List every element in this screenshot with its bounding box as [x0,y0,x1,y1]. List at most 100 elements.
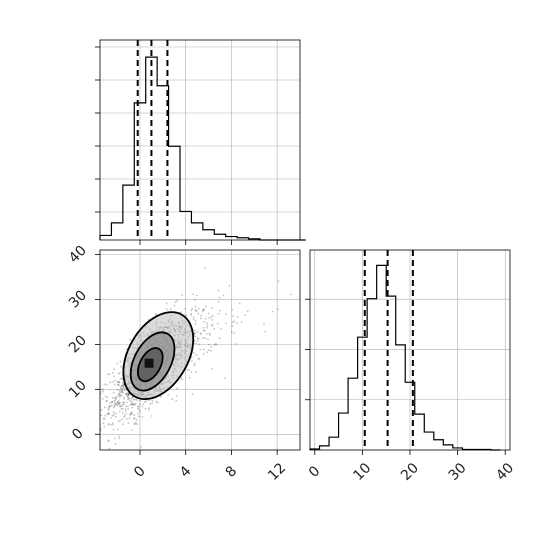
scatter-point [116,403,119,406]
scatter-point [176,299,178,302]
scatter-point [111,401,114,403]
scatter-point [122,423,124,426]
scatter-point [191,308,194,310]
scatter-point [121,405,123,408]
scatter-point [101,389,103,391]
scatter-point [154,312,157,315]
scatter-point [211,323,214,326]
scatter-point [233,332,236,334]
scatter-point [117,380,120,383]
scatter-point [209,333,211,336]
scatter-point [102,417,105,420]
scatter-point [208,317,210,319]
scatter-point [195,310,197,312]
scatter-point [211,314,214,317]
scatter-point [120,385,123,387]
scatter-point [169,308,172,311]
histogram-x-quantile-lines [136,40,169,240]
scatter-point [165,302,168,305]
scatter-point [131,396,134,399]
scatter-point [180,311,182,314]
scatter-point [277,308,279,310]
scatter-point [235,322,238,324]
scatter-point [225,322,227,325]
scatter-point [142,403,145,406]
scatter-point [117,401,119,403]
scatter-point [193,362,196,365]
scatter-point [121,391,123,394]
scatter-point [122,412,124,414]
scatter-point [203,309,205,311]
scatter-point [149,403,152,405]
scatter-point [197,340,199,342]
scatter-point [120,390,123,393]
scatter-point [117,384,120,386]
scatter-point [121,381,124,384]
scatter-point [119,401,121,404]
scatter-point [240,321,243,323]
scatter-point [211,324,213,327]
scatter-point [127,422,130,424]
histogram-x-frame [99,39,301,241]
scatter-point [118,381,120,383]
scatter-point [195,309,198,312]
scatter-point [110,404,113,407]
scatter-point [217,289,220,292]
scatter-point [116,401,119,403]
scatter-point [120,404,123,407]
scatter-point [124,389,126,392]
scatter-point [192,293,195,296]
scatter-point [213,327,216,330]
scatter-point [196,338,199,340]
scatter-point [135,419,138,421]
scatter-point [112,380,114,383]
scatter-point [128,397,130,400]
scatter-point [206,322,208,325]
scatter-point [220,328,222,330]
scatter-point [127,395,129,398]
scatter-point [215,343,218,346]
scatter-point [118,372,121,375]
scatter-point [108,412,111,415]
scatter-point [115,395,118,398]
scatter-point [141,405,144,408]
scatter-point [118,405,121,407]
scatter-point [217,312,220,315]
scatter-point [231,325,234,327]
scatter-point [114,400,116,403]
scatter-point [210,345,213,348]
scatter-point [210,316,213,319]
scatter-point [190,312,193,315]
scatter-point [121,389,124,392]
scatter-point [124,414,126,417]
scatter-point [264,330,266,333]
scatter-point [141,416,144,418]
scatter-point [207,338,209,340]
scatter-point [108,404,111,407]
scatter-point [218,309,221,312]
scatter-point [108,406,110,408]
scatter-point [105,383,108,386]
scatter-point [206,326,208,329]
scatter-point [131,396,134,399]
scatter-point [214,343,217,345]
scatter-contours [122,311,195,401]
scatter-point [196,331,199,333]
scatter-point [139,410,141,413]
scatter-point [108,422,110,425]
scatter-point [197,337,200,340]
scatter-point [112,413,115,416]
scatter-point [206,324,209,327]
scatter-point [134,402,137,405]
scatter-point [120,387,122,390]
scatter-point [109,381,112,384]
scatter-point [190,309,193,312]
scatter-point [126,418,128,420]
scatter-point [224,377,227,380]
scatter-point [121,388,124,390]
scatter-point [119,378,122,380]
scatter-point [193,329,196,332]
scatter-point [277,280,280,283]
scatter-point [140,445,142,448]
scatter-point [123,415,126,418]
